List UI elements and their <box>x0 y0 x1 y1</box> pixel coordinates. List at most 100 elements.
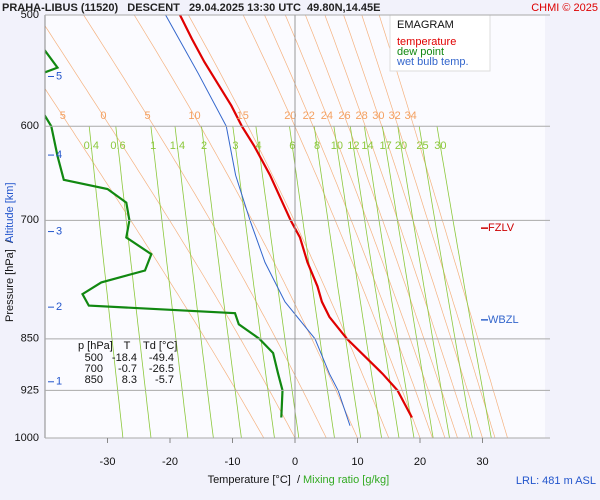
moist-adiabat <box>378 15 508 438</box>
mixing-ratio-label: 1 <box>150 140 156 152</box>
legend-box <box>389 14 491 72</box>
y-tick-label: 600 <box>21 120 39 132</box>
mixing-ratio-label: 8 <box>314 140 320 152</box>
y-tick-label: 850 <box>21 333 39 345</box>
x-tick-label: 30 <box>476 456 488 468</box>
moist-adiabat <box>324 15 471 438</box>
moist-adiabat <box>361 15 496 438</box>
mixing-ratio-line <box>115 126 152 438</box>
mixing-ratio-label: 25 <box>416 140 428 152</box>
moist-adiabat <box>305 15 458 438</box>
mixing-ratio-label: 3 <box>232 140 238 152</box>
x-axis-label-2: Mixing ratio [g/kg] <box>303 474 389 486</box>
altitude-label: 3 <box>56 225 62 237</box>
x-tick-label: 10 <box>351 456 363 468</box>
mixing-ratio-label: 0.4 <box>84 140 99 152</box>
y-tick-label: 500 <box>21 9 39 21</box>
moist-adiabat-label: 22 <box>303 110 315 122</box>
moist-adiabat-label: 5 <box>144 110 150 122</box>
mixing-ratio-label: 2 <box>201 140 207 152</box>
moist-adiabat-label: 5 <box>60 110 66 122</box>
table-header: T <box>124 340 131 352</box>
moist-adiabat-label: 24 <box>321 110 333 122</box>
moist-adiabat <box>242 15 421 438</box>
mixing-ratio-line <box>289 126 335 438</box>
table-cell: -5.7 <box>155 374 174 386</box>
mixing-ratio-label: 20 <box>395 140 407 152</box>
moist-adiabat <box>83 15 327 438</box>
moist-adiabat <box>45 25 296 438</box>
legend-title: EMAGRAM <box>397 19 454 31</box>
mixing-ratio-label: 1.4 <box>170 140 185 152</box>
mixing-ratio-line <box>255 126 300 438</box>
moist-adiabat <box>343 15 483 438</box>
table-cell: 500 <box>85 352 103 364</box>
table-cell: -26.5 <box>149 363 174 375</box>
mixing-ratio-line <box>88 126 124 438</box>
mixing-ratio-line <box>333 126 382 438</box>
mixing-ratio-line <box>436 126 492 438</box>
x-axis-label: Temperature [°C] / <box>208 474 301 486</box>
altitude-label: 5 <box>56 70 62 82</box>
mixing-ratio-line <box>313 126 362 438</box>
moist-adiabat-label: 20 <box>284 110 296 122</box>
table-cell: -49.4 <box>149 352 174 364</box>
mixing-ratio-label: 6 <box>289 140 295 152</box>
mixing-ratio-line <box>201 126 242 438</box>
moist-adiabat <box>188 15 390 438</box>
mixing-ratio-line <box>418 126 473 438</box>
mixing-ratio-line <box>150 126 189 438</box>
mixing-ratio-line <box>364 126 415 438</box>
moist-adiabat-label: 32 <box>389 110 401 122</box>
profile-line <box>165 15 351 426</box>
x-tick-label: 20 <box>414 456 426 468</box>
mixing-ratio-line <box>174 126 214 438</box>
table-cell: 850 <box>85 374 103 386</box>
moist-adiabat-label: 26 <box>338 110 350 122</box>
background-lines <box>45 15 508 438</box>
y-axis-label: Pressure [hPa] / <box>4 239 16 322</box>
moist-adiabat-label: 30 <box>372 110 384 122</box>
legend-label: wet bulb temp. <box>396 56 469 68</box>
altitude-label: 2 <box>56 301 62 313</box>
legend-label: temperature <box>397 36 456 48</box>
moist-adiabat <box>45 88 265 438</box>
mixing-ratio-label: 14 <box>361 140 373 152</box>
moist-adiabat <box>264 15 433 438</box>
table-cell: 8.3 <box>122 374 137 386</box>
moist-adiabat-label: 34 <box>404 110 416 122</box>
mixing-ratio-line <box>397 126 450 438</box>
chart-title: PRAHA-LIBUS (11520) DESCENT 29.04.2025 1… <box>2 2 380 14</box>
mixing-ratio-line <box>382 126 434 438</box>
table-header: p [hPa] <box>78 340 113 352</box>
moist-adiabat <box>284 15 446 438</box>
table-cell: -0.7 <box>118 363 137 375</box>
mixing-ratio-label: 17 <box>379 140 391 152</box>
x-tick-label: -30 <box>100 456 116 468</box>
y-tick-label: 1000 <box>15 432 39 444</box>
y-tick-label: 700 <box>21 214 39 226</box>
mixing-ratio-line <box>232 126 275 438</box>
x-tick-label: 0 <box>292 456 298 468</box>
moist-adiabat-label: 10 <box>188 110 200 122</box>
y-axis-label-2: Altitude [km] <box>4 182 16 243</box>
moist-adiabat-label: 0 <box>100 110 106 122</box>
x-tick-label: -10 <box>225 456 241 468</box>
moist-adiabat-label: 15 <box>237 110 249 122</box>
table-cell: -18.4 <box>112 352 137 364</box>
level-label: WBZL <box>488 314 519 326</box>
legend-label: dew point <box>397 46 444 58</box>
credit: CHMI © 2025 <box>531 2 598 14</box>
mixing-ratio-line <box>349 126 400 438</box>
mixing-ratio-label: 12 <box>347 140 359 152</box>
mixing-ratio-label: 4 <box>255 140 261 152</box>
moist-adiabat-label: 28 <box>356 110 368 122</box>
x-tick-label: -20 <box>162 456 178 468</box>
mixing-ratio-label: 30 <box>434 140 446 152</box>
mixing-ratio-label: 0.6 <box>110 140 125 152</box>
footnote: LRL: 481 m ASL <box>516 475 596 487</box>
mixing-ratio-label: 10 <box>331 140 343 152</box>
table-header: Td [°C] <box>143 340 177 352</box>
y-tick-label: 925 <box>21 384 39 396</box>
